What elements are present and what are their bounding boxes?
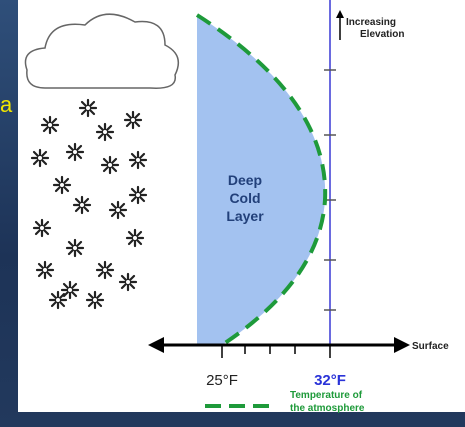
layer-label: Layer [226, 208, 264, 224]
temp-label: 25°F [206, 372, 238, 389]
snowflake [65, 142, 85, 162]
snowflake [128, 150, 148, 170]
temperature-curve [195, 13, 328, 347]
side-letter: a [0, 92, 13, 117]
layer-label: Deep [228, 172, 262, 188]
snowflake [95, 122, 115, 142]
elevation-label: Elevation [360, 29, 404, 40]
legend-text: the atmosphere [290, 403, 365, 414]
snowflake [78, 98, 98, 118]
snowflake [72, 195, 92, 215]
snowflake [60, 280, 80, 300]
legend-text: Temperature of [290, 390, 363, 401]
snowflake [35, 260, 55, 280]
snowflake [95, 260, 115, 280]
snowflake [100, 155, 120, 175]
elevation-arrowhead [336, 10, 344, 18]
snowflake [123, 110, 143, 130]
snowflake [30, 148, 50, 168]
cloud [24, 13, 180, 89]
snowflake [118, 272, 138, 292]
elevation-label: Increasing [346, 17, 396, 28]
snowflake [108, 200, 128, 220]
snowflake [52, 175, 72, 195]
temp-label: 32°F [314, 372, 346, 389]
axis-ticks [221, 345, 331, 358]
snowflake [85, 290, 105, 310]
snowflake [128, 185, 148, 205]
snowflake [65, 238, 85, 258]
layer-label: Cold [229, 190, 260, 206]
snowflake [40, 115, 60, 135]
surface-label: Surface [412, 341, 449, 352]
cold-layer [197, 15, 326, 345]
snowflake [32, 218, 52, 238]
snowflake [125, 228, 145, 248]
snowflake [48, 290, 68, 310]
